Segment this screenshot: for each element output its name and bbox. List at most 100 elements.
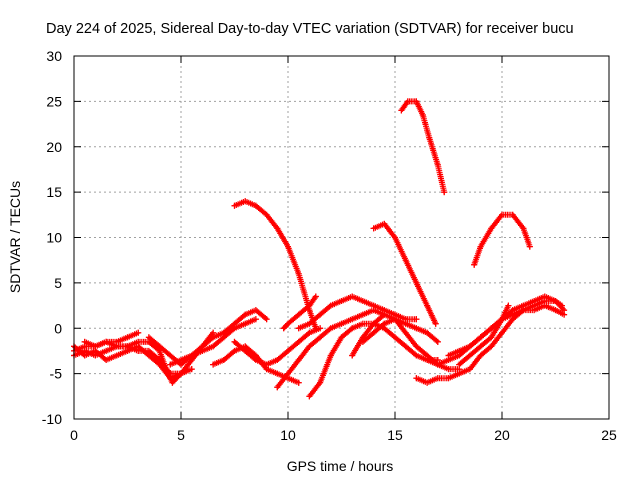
data-point (445, 366, 452, 373)
y-tick-label: 30 (46, 48, 62, 64)
data-point (370, 320, 377, 327)
data-point (317, 379, 324, 386)
data-point (156, 343, 163, 350)
data-point (477, 352, 484, 359)
data-point (552, 307, 559, 314)
data-point (295, 357, 302, 364)
data-point (402, 257, 409, 264)
data-point (231, 338, 238, 345)
data-point (124, 343, 131, 350)
data-point (359, 311, 366, 318)
data-point (381, 220, 388, 227)
data-point (285, 320, 291, 327)
data-point (402, 343, 409, 350)
data-point (145, 334, 152, 341)
y-tick-label: 0 (54, 320, 62, 336)
series-arc-16 (370, 220, 439, 327)
data-point (434, 375, 441, 382)
data-point (103, 347, 110, 354)
data-point (349, 352, 356, 359)
series-arc-20 (445, 302, 568, 359)
data-point (477, 343, 484, 350)
data-point (242, 347, 249, 354)
chart-title: Day 224 of 2025, Sidereal Day-to-day VTE… (46, 21, 574, 37)
data-point (81, 352, 88, 359)
data-point (135, 329, 142, 336)
data-point (561, 311, 568, 318)
data-point (338, 320, 345, 327)
data-point (252, 307, 259, 314)
data-point (274, 384, 281, 391)
data-point (434, 361, 441, 368)
data-point (434, 338, 441, 345)
plus-markers (280, 293, 319, 332)
data-point (413, 343, 420, 350)
data-point (349, 325, 356, 332)
data-point (156, 357, 163, 364)
plus-markers (471, 211, 533, 268)
data-point (295, 338, 302, 345)
data-point (167, 352, 174, 359)
data-point (477, 243, 484, 250)
data-point (306, 393, 313, 400)
data-point (199, 347, 206, 354)
data-point (263, 361, 270, 368)
x-axis-label: GPS time / hours (287, 458, 394, 474)
data-point (424, 302, 431, 309)
data-point (327, 325, 334, 332)
data-point (466, 352, 473, 359)
data-point (392, 234, 398, 241)
data-point (392, 316, 398, 323)
y-axis-label: SDTVAR / TECUs (7, 181, 23, 293)
data-point (552, 298, 559, 305)
data-point (306, 320, 313, 327)
x-tick-label: 10 (280, 427, 296, 443)
data-point (488, 334, 495, 341)
data-point (178, 370, 184, 377)
data-point (526, 243, 533, 250)
y-tick-label: 20 (46, 139, 62, 155)
data-point (295, 270, 302, 277)
data-point (392, 334, 398, 341)
data-point (499, 329, 505, 336)
data-point (188, 366, 195, 373)
data-point (167, 361, 174, 368)
data-point (488, 325, 495, 332)
data-point (445, 352, 452, 359)
data-points (71, 98, 568, 400)
data-point (520, 225, 527, 232)
data-point (312, 293, 319, 300)
data-point (402, 329, 409, 336)
data-point (413, 375, 420, 382)
data-point (477, 334, 484, 341)
y-tick-label: 25 (46, 93, 62, 109)
series-arc-06 (167, 316, 259, 368)
data-point (531, 298, 538, 305)
data-point (231, 325, 238, 332)
data-point (327, 352, 334, 359)
data-point (456, 347, 463, 354)
data-point (466, 366, 473, 373)
data-point (306, 343, 313, 350)
data-point (359, 338, 366, 345)
y-tick-label: 10 (46, 230, 62, 246)
data-point (359, 320, 366, 327)
data-point (426, 134, 433, 141)
data-point (242, 311, 249, 318)
data-point (231, 347, 238, 354)
data-point (285, 243, 291, 250)
data-point (456, 361, 463, 368)
x-tick-label: 25 (601, 427, 617, 443)
data-point (381, 320, 388, 327)
data-point (434, 161, 441, 168)
data-point (541, 293, 548, 300)
data-point (349, 293, 356, 300)
data-point (263, 316, 270, 323)
data-point (419, 111, 426, 118)
data-point (499, 211, 505, 218)
y-tick-label: 5 (54, 275, 62, 291)
series-arc-15 (359, 316, 441, 345)
data-point (404, 98, 411, 105)
data-point (169, 379, 176, 386)
